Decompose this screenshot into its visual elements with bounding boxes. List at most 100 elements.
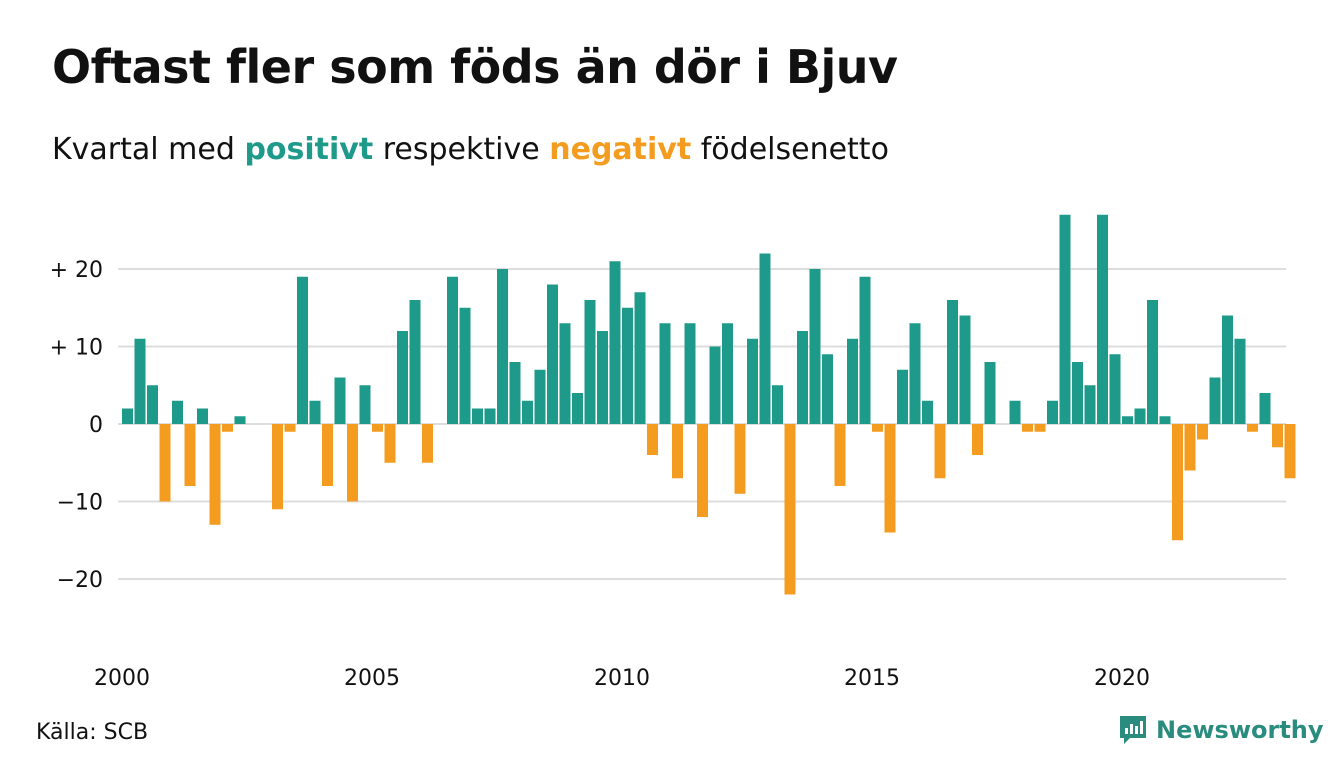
bar [1134,408,1146,424]
bar [622,307,633,424]
bar [1109,354,1121,424]
bar [547,284,558,424]
y-tick-label: 0 [89,413,103,438]
bar [1122,416,1133,424]
bar [772,385,783,424]
source-note: Källa: SCB [36,720,149,745]
bar [409,300,421,424]
bar [459,307,471,424]
bar [1047,400,1058,424]
bar [609,261,621,424]
bar [722,323,733,424]
bar [672,424,683,479]
bar [734,424,746,494]
newsworthy-logo-icon [1120,716,1146,744]
bar [1059,214,1071,424]
bar [197,408,208,424]
bar [1197,424,1208,440]
y-tick-label: + 20 [50,258,103,283]
bar [572,393,583,424]
x-tick-label: 2005 [344,666,400,691]
x-tick-label: 2010 [594,666,650,691]
bar [934,424,946,479]
bar [484,408,496,424]
bar [922,400,933,424]
bar [1284,424,1296,479]
subtitle-suffix: födelsenetto [700,132,889,167]
bar [322,424,333,486]
y-tick-label: + 10 [50,336,103,361]
bar [847,338,858,424]
bar [1172,424,1183,541]
x-tick-label: 2020 [1094,666,1150,691]
bar [822,354,833,424]
bar [559,323,571,424]
bar [472,408,483,424]
bar [1209,377,1221,424]
bar [1009,400,1021,424]
bar [534,369,546,424]
bar [309,400,321,424]
bar [1247,424,1258,432]
bar [372,424,383,432]
bar [147,385,158,424]
bar [659,323,671,424]
bar [1097,214,1108,424]
bar [784,424,796,595]
bar [1272,424,1283,448]
bar [1034,424,1046,432]
bar [1072,362,1083,424]
brand-logo[interactable]: Newsworthy [1118,714,1324,746]
bar [972,424,983,455]
bar [122,408,133,424]
bar [497,269,508,424]
bar [797,331,808,424]
bar [222,424,233,432]
bar [884,424,896,533]
bar [509,362,521,424]
bar [1159,416,1171,424]
bar [184,424,196,486]
bar [759,253,771,424]
bar [709,346,721,424]
bar [1234,338,1246,424]
brand-name: Newsworthy [1156,716,1324,744]
bar [359,385,371,424]
bar [597,331,608,424]
bar [347,424,358,502]
bar [634,292,646,424]
bar [522,400,533,424]
bar [422,424,433,463]
bar [384,424,396,463]
y-tick-label: −20 [57,568,103,593]
x-tick-label: 2000 [94,666,150,691]
bar [897,369,908,424]
y-tick-label: −10 [57,491,103,516]
bar [984,362,996,424]
bar [859,276,871,424]
subtitle-positive: positivt [244,132,374,167]
bar [1259,393,1271,424]
bar [834,424,846,486]
subtitle-negative: negativt [549,132,692,167]
subtitle-prefix: Kvartal med [52,132,235,167]
y-axis-ticks: + 20 + 10 0 −10 −20 [50,258,103,593]
bar [209,424,221,525]
bars [122,214,1296,595]
bar [234,416,246,424]
x-tick-label: 2015 [844,666,900,691]
bar [697,424,708,517]
bar [684,323,696,424]
bar [447,276,458,424]
bar [909,323,921,424]
bar [284,424,296,432]
bar [747,338,758,424]
bar [272,424,283,510]
subtitle-middle: respektive [382,132,540,167]
bar [1222,315,1233,424]
bar [397,331,408,424]
bar [1147,300,1158,424]
bar [647,424,658,455]
bar [134,338,146,424]
bar [1184,424,1196,471]
